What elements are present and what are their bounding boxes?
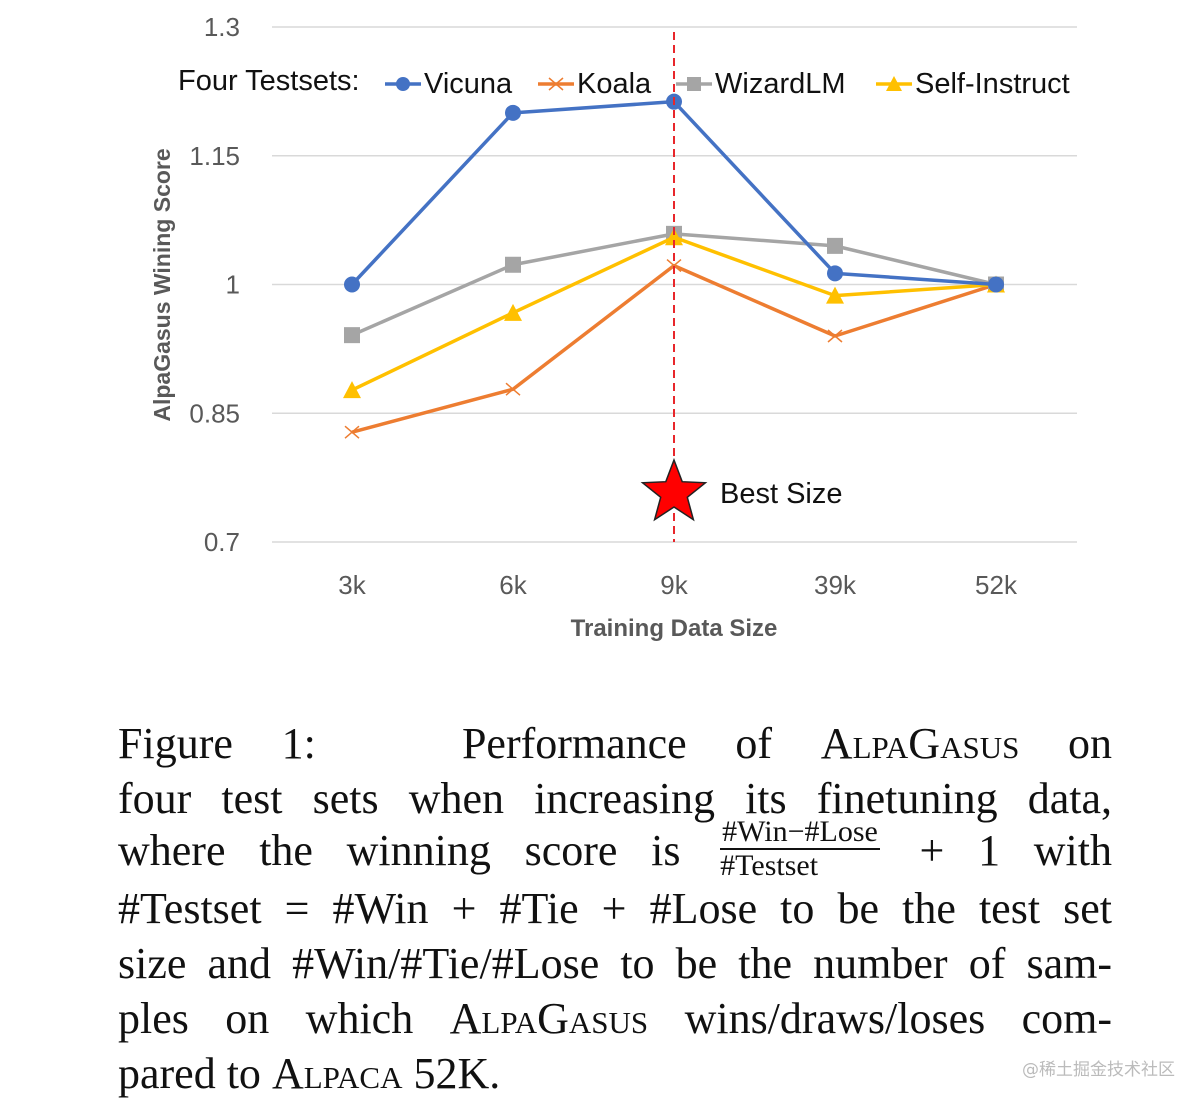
caption-text: where the winning score is: [118, 826, 681, 876]
line-chart: 0.7 0.85 1 1.15 1.3 3k 6k 9k 39k 52k Best Size Fo…: [149, 12, 1077, 642]
y-tick-label: 0.7: [204, 527, 240, 557]
caption-text: ples on which: [118, 994, 414, 1043]
x-marker: [827, 329, 843, 343]
x-tick-label: 9k: [660, 570, 688, 600]
caption-line-1: Figure 1: Performance of AlpaGasus on: [118, 718, 1112, 769]
legend-item-wizardlm: WizardLM: [676, 68, 846, 100]
legend-label: Koala: [577, 68, 652, 100]
caption-text: on: [1068, 719, 1113, 768]
x-tick-label: 52k: [975, 570, 1018, 600]
circle-marker: [988, 276, 1004, 293]
circle-marker: [505, 104, 521, 121]
caption-line-5: size and #Win/#Tie/#Lose to be the numbe…: [118, 939, 1112, 988]
triangle-marker: [665, 228, 683, 246]
fraction: #Win−#Lose #Testset: [720, 816, 880, 882]
y-tick-label: 0.85: [189, 398, 240, 428]
x-marker: [666, 259, 682, 273]
best-size-label: Best Size: [720, 478, 843, 510]
x-tick-label: 3k: [338, 570, 366, 600]
triangle-marker: [826, 286, 844, 304]
model-name: AlpaGasus: [449, 994, 649, 1043]
legend-label: Self-Instruct: [915, 68, 1070, 100]
circle-marker: [396, 77, 410, 91]
caption-text: Performance of: [461, 719, 773, 768]
x-marker: [548, 77, 564, 91]
circle-marker: [344, 276, 360, 293]
x-axis-label: Training Data Size: [571, 615, 778, 642]
caption-text: pared to: [118, 1049, 261, 1098]
series-koala: [344, 259, 1004, 439]
triangle-marker: [886, 76, 902, 91]
y-tick-label: 1.15: [189, 141, 240, 171]
model-name: Alpaca: [271, 1049, 403, 1098]
circle-marker: [827, 265, 843, 282]
x-tick-label: 39k: [814, 570, 857, 600]
x-marker: [344, 425, 360, 439]
caption-line-2: four test sets when increasing its finet…: [118, 774, 1112, 823]
star-icon: [640, 457, 708, 522]
legend-label: WizardLM: [715, 68, 846, 100]
figure-label: Figure 1:: [118, 719, 316, 768]
caption-text: 52K.: [413, 1049, 501, 1098]
caption-line-6: ples on which AlpaGasus wins/draws/loses…: [118, 993, 1112, 1044]
triangle-marker: [343, 381, 361, 399]
x-marker: [505, 382, 521, 396]
fraction-denominator: #Testset: [720, 849, 819, 882]
legend-label: Vicuna: [424, 68, 513, 100]
legend-title: Four Testsets:: [178, 65, 360, 97]
caption-text: + 1 with: [919, 826, 1112, 876]
fraction-numerator: #Win−#Lose: [720, 815, 880, 850]
legend-item-vicuna: Vicuna: [385, 68, 513, 100]
model-name: AlpaGasus: [820, 719, 1020, 768]
y-tick-label: 1: [226, 270, 240, 300]
y-tick-label: 1.3: [204, 12, 240, 42]
y-axis-label: AlpaGasus Wining Score: [149, 148, 175, 421]
x-tick-label: 6k: [499, 570, 527, 600]
square-marker: [687, 77, 701, 91]
caption-text: wins/draws/loses com-: [684, 994, 1113, 1043]
square-marker: [827, 237, 843, 254]
legend-item-koala: Koala: [538, 68, 652, 100]
caption-line-7: pared to Alpaca 52K.: [118, 1048, 1112, 1099]
square-marker: [505, 256, 521, 273]
caption-line-3: where the winning score is #Win−#Lose #Te…: [118, 816, 1112, 888]
legend-item-self-instruct: Self-Instruct: [876, 68, 1070, 100]
watermark: @稀土掘金技术社区: [1022, 1060, 1175, 1080]
triangle-marker: [504, 303, 522, 321]
square-marker: [344, 327, 360, 344]
caption-line-4: #Testset = #Win + #Tie + #Lose to be the…: [118, 884, 1112, 933]
